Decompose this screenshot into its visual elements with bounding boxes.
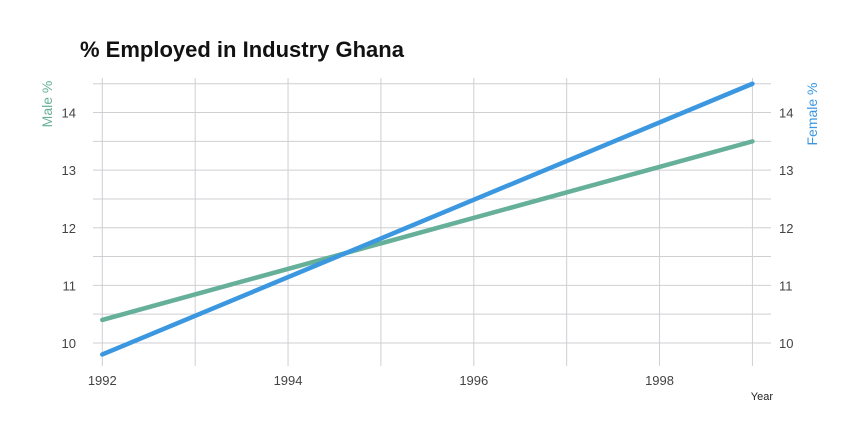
y-tick-label-right: 10 — [779, 336, 793, 351]
x-tick-label: 1998 — [645, 373, 674, 388]
y-tick-label-left: 14 — [62, 106, 76, 121]
x-tick-label: 1992 — [88, 373, 117, 388]
y-tick-label-left: 12 — [62, 221, 76, 236]
y-tick-label-right: 12 — [779, 221, 793, 236]
y-axis-label-right: Female % — [804, 82, 820, 145]
y-tick-label-right: 13 — [779, 163, 793, 178]
tick-labels: 10 10 11 11 12 12 13 13 14 14 1992 1994 1996 1998 — [62, 106, 794, 388]
y-tick-label-right: 14 — [779, 106, 793, 121]
chart-title: % Employed in Industry Ghana — [80, 37, 404, 62]
y-axis-label-left: Male % — [39, 81, 55, 128]
x-axis-label: Year — [751, 391, 774, 403]
y-tick-label-right: 11 — [779, 278, 793, 293]
y-tick-label-left: 11 — [63, 278, 77, 293]
series-line-female — [100, 81, 755, 357]
x-tick-label: 1996 — [459, 373, 488, 388]
grid-lines — [93, 78, 771, 366]
series-lines — [100, 81, 755, 357]
y-tick-label-left: 13 — [62, 163, 76, 178]
x-tick-label: 1994 — [274, 373, 303, 388]
series-line-male — [100, 139, 755, 323]
y-tick-label-left: 10 — [62, 336, 76, 351]
